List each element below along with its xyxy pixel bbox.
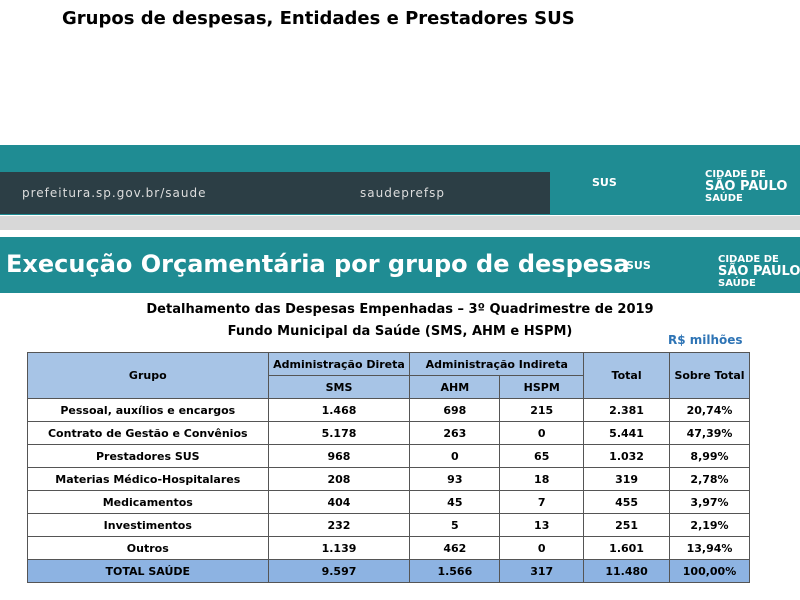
table-cell: TOTAL SAÚDE — [27, 559, 269, 583]
table-cell: 317 — [499, 559, 585, 583]
table-cell: 5.441 — [583, 421, 671, 445]
table-cell: 404 — [267, 490, 411, 514]
col-head: Administração Indireta — [409, 352, 585, 376]
banner — [0, 237, 800, 293]
table-cell: 7 — [499, 490, 585, 514]
page-title: Grupos de despesas, Entidades e Prestado… — [62, 8, 575, 29]
city-logo: CIDADE DE SÃO PAULO SAÚDE — [718, 255, 800, 289]
table-row: Contrato de Gestão e Convênios 5.178 263 0 5… — [27, 421, 750, 445]
table-cell: 2,19% — [669, 513, 750, 537]
col-head: SMS — [267, 375, 411, 399]
table-cell: 18 — [499, 467, 585, 491]
table-cell: 2.381 — [583, 398, 671, 422]
table-row: Pessoal, auxílios e encargos 1.468 698 215 2… — [27, 398, 750, 422]
table-cell: 8,99% — [669, 444, 750, 468]
table-row: Materias Médico-Hospitalares 208 93 18 319 2,… — [27, 467, 750, 491]
table-cell: Medicamentos — [27, 490, 269, 514]
table-cell: 1.032 — [583, 444, 671, 468]
table-cell: 20,74% — [669, 398, 750, 422]
table-cell: Materias Médico-Hospitalares — [27, 467, 269, 491]
table-row: Medicamentos 404 45 7 455 3,97% — [27, 490, 750, 514]
table-cell: 0 — [409, 444, 501, 468]
table-cell: 65 — [499, 444, 585, 468]
table-cell: 11.480 — [583, 559, 671, 583]
sus-logo: SUS — [592, 176, 617, 189]
table-row: TOTAL SAÚDE 9.597 1.566 317 11.480 100,00% — [27, 559, 750, 583]
col-head: HSPM — [499, 375, 585, 399]
table-cell: 208 — [267, 467, 411, 491]
table-cell: 45 — [409, 490, 501, 514]
table-row: Outros 1.139 462 0 1.601 13,94% — [27, 536, 750, 560]
table-cell: 1.601 — [583, 536, 671, 560]
table-cell: 1.139 — [267, 536, 411, 560]
table-cell: 1.566 — [409, 559, 501, 583]
logo-line: SAÚDE — [718, 278, 756, 289]
table-cell: 251 — [583, 513, 671, 537]
table-cell: 462 — [409, 536, 501, 560]
table-cell: 9.597 — [267, 559, 411, 583]
table-cell: Contrato de Gestão e Convênios — [27, 421, 269, 445]
table-cell: 100,00% — [669, 559, 750, 583]
table-cell: 0 — [499, 421, 585, 445]
table-cell: 968 — [267, 444, 411, 468]
banner-title: Execução Orçamentária por grupo de despe… — [6, 250, 630, 278]
city-logo: CIDADE DE SÃO PAULO SAÚDE — [705, 170, 787, 204]
table-cell: 47,39% — [669, 421, 750, 445]
col-head: Administração Direta — [267, 352, 411, 376]
table-cell: 263 — [409, 421, 501, 445]
logo-line: SÃO PAULO — [718, 264, 800, 279]
table-cell: 5.178 — [267, 421, 411, 445]
col-head: Grupo — [27, 352, 269, 399]
table-cell: 3,97% — [669, 490, 750, 514]
table-cell: Pessoal, auxílios e encargos — [27, 398, 269, 422]
table-cell: 0 — [499, 536, 585, 560]
logo-line: CIDADE DE — [718, 254, 779, 265]
table-cell: Outros — [27, 536, 269, 560]
table-cell: Investimentos — [27, 513, 269, 537]
table-cell: 13,94% — [669, 536, 750, 560]
budget-table: Grupo Administração Direta Administração I… — [27, 352, 750, 583]
caption: Fundo Municipal da Saúde (SMS, AHM e HSP… — [227, 324, 573, 339]
unit: R$ milhões — [668, 333, 743, 347]
table-cell: 93 — [409, 467, 501, 491]
header-dark — [0, 172, 550, 214]
table-cell: Prestadores SUS — [27, 444, 269, 468]
logo-line: SÃO PAULO — [705, 179, 788, 194]
table-cell: 1.468 — [267, 398, 411, 422]
sus-logo: SUS — [626, 259, 651, 272]
table-cell: 455 — [583, 490, 671, 514]
logo-line: CIDADE DE — [705, 169, 766, 180]
table-cell: 5 — [409, 513, 501, 537]
table-cell: 319 — [583, 467, 671, 491]
table-cell: 232 — [267, 513, 411, 537]
table-cell: 13 — [499, 513, 585, 537]
separator — [0, 216, 800, 230]
col-head: AHM — [409, 375, 501, 399]
site-link[interactable]: prefeitura.sp.gov.br/saude — [22, 186, 207, 200]
table-cell: 2,78% — [669, 467, 750, 491]
table-body: Pessoal, auxílios e encargos 1.468 698 215 2… — [27, 398, 750, 583]
social-handle: saudeprefsp — [360, 186, 445, 200]
logo-line: SAÚDE — [705, 193, 743, 204]
table-row: Investimentos 232 5 13 251 2,19% — [27, 513, 750, 537]
col-head: Total — [583, 352, 671, 399]
col-head: Sobre Total — [669, 352, 750, 399]
table-cell: 698 — [409, 398, 501, 422]
table-cell: 215 — [499, 398, 585, 422]
table-row: Prestadores SUS 968 0 65 1.032 8,99% — [27, 444, 750, 468]
caption: Detalhamento das Despesas Empenhadas – 3… — [146, 302, 654, 317]
